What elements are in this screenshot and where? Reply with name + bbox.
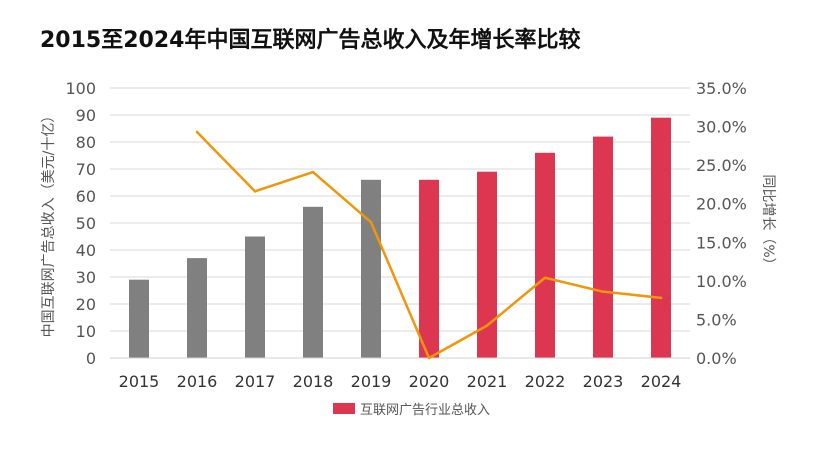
y-tick-label-left: 90 — [76, 106, 96, 125]
bar — [535, 152, 555, 358]
legend-swatch — [333, 403, 355, 414]
y-tick-label-left: 70 — [76, 160, 96, 179]
x-tick-label: 2018 — [293, 372, 334, 391]
y-axis-title-left: 中国互联网广告总收入（美元/十亿） — [41, 109, 57, 338]
bar — [361, 179, 381, 358]
bar — [651, 117, 671, 358]
bar — [477, 171, 497, 358]
y-tick-label-left: 30 — [76, 268, 96, 287]
y-tick-label-left: 0 — [86, 349, 96, 368]
y-axis-title-right: 同比增长（%） — [760, 174, 776, 271]
y-tick-label-right: 30.0% — [696, 118, 747, 137]
y-tick-label-left: 10 — [76, 322, 96, 341]
chart-title: 2015至2024年中国互联网广告总收入及年增长率比较 — [40, 28, 581, 53]
x-tick-label: 2017 — [235, 372, 276, 391]
y-tick-label-left: 20 — [76, 295, 96, 314]
y-tick-label-right: 20.0% — [696, 195, 747, 214]
x-tick-label: 2020 — [409, 372, 450, 391]
growth-point — [253, 190, 257, 193]
bar — [419, 179, 439, 358]
legend-label: 互联网广告行业总收入 — [360, 403, 490, 418]
x-tick-label: 2021 — [467, 372, 508, 391]
bar — [303, 206, 323, 358]
y-tick-label-right: 35.0% — [696, 79, 747, 98]
y-tick-label-left: 50 — [76, 214, 96, 233]
x-tick-label: 2022 — [525, 372, 566, 391]
y-tick-label-left: 100 — [65, 79, 96, 98]
bar — [245, 236, 265, 358]
y-tick-label-right: 0.0% — [696, 349, 737, 368]
growth-point — [369, 220, 373, 224]
y-tick-label-right: 10.0% — [696, 272, 747, 291]
y-tick-label-left: 40 — [76, 241, 96, 260]
y-tick-label-right: 25.0% — [696, 156, 747, 175]
y-tick-label-right: 5.0% — [696, 310, 737, 329]
y-tick-label-left: 60 — [76, 187, 96, 206]
growth-point — [659, 296, 663, 300]
growth-point — [311, 170, 315, 174]
bar — [187, 258, 207, 358]
growth-point — [601, 290, 605, 293]
x-tick-label: 2015 — [119, 372, 160, 391]
growth-point — [485, 324, 489, 327]
bar — [593, 136, 613, 358]
y-tick-label-left: 80 — [76, 133, 96, 152]
growth-point — [543, 276, 547, 280]
x-tick-label: 2016 — [177, 372, 218, 391]
growth-point — [427, 356, 431, 360]
growth-point — [195, 130, 199, 134]
bar — [129, 279, 149, 358]
x-tick-label: 2024 — [641, 372, 682, 391]
x-tick-label: 2019 — [351, 372, 392, 391]
y-tick-label-right: 15.0% — [696, 233, 747, 252]
x-tick-label: 2023 — [583, 372, 624, 391]
